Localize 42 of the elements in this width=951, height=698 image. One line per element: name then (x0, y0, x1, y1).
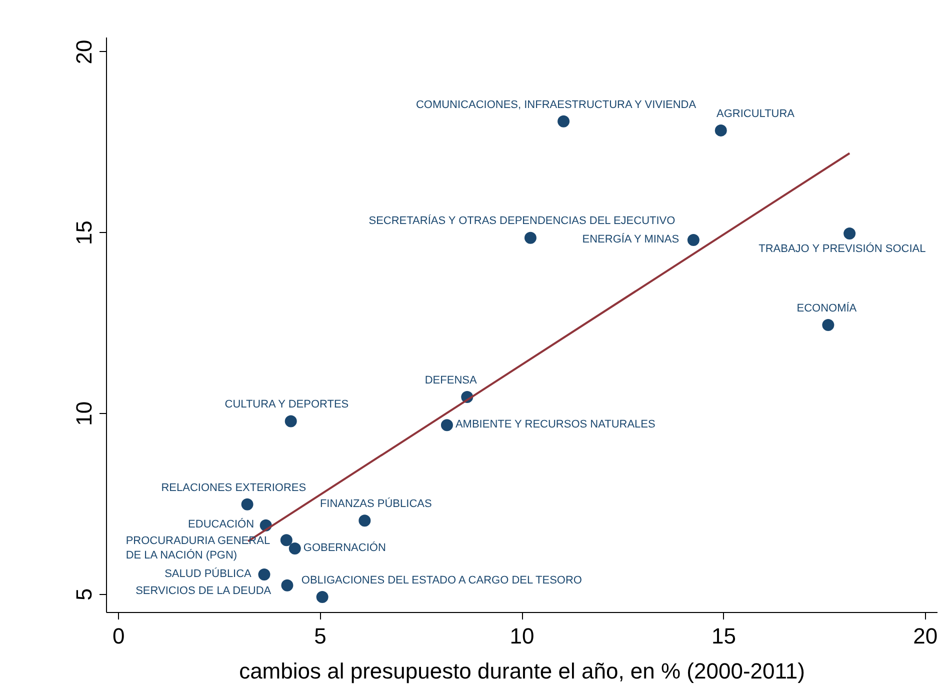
point (284, 415, 297, 428)
point (714, 124, 727, 136)
point (281, 579, 294, 592)
data-label: RELACIONES EXTERIORES (161, 482, 306, 494)
y-tick-label: 20 (72, 40, 96, 64)
x-tick-label: 0 (112, 624, 125, 648)
data-label: SECRETARÍAS Y OTRAS DEPENDENCIAS DEL EJECUTIVO (368, 214, 676, 228)
point (687, 234, 700, 246)
x-tick-label: 5 (314, 624, 326, 648)
y-tick-label: 15 (72, 220, 96, 246)
point (844, 228, 856, 240)
data-label: COMUNICACIONES, INFRAESTRUCTURA Y VIVIENDA (416, 98, 697, 111)
data-label: CULTURA Y DEPORTES (224, 398, 349, 411)
data-label: AMBIENTE Y RECURSOS NATURALES (455, 418, 656, 431)
data-label: DEFENSA (424, 374, 478, 386)
point (288, 542, 301, 554)
data-label: OBLIGACIONES DEL ESTADO A CARGO DEL TESORO (301, 574, 582, 586)
data-label: FINANZAS PÚBLICAS (320, 497, 432, 510)
x-tick-label: 15 (711, 624, 736, 648)
x-axis-title: cambios al presupuesto durante el año, en % (2000-2011) (239, 658, 805, 684)
data-label: AGRICULTURA (716, 108, 796, 120)
x-tick-label: 10 (510, 624, 534, 648)
data-label: SERVICIOS DE LA DEUDA (136, 584, 272, 597)
point (258, 568, 270, 581)
y-tick-label: 10 (72, 401, 96, 426)
point (524, 232, 536, 244)
point (822, 319, 834, 331)
point (558, 115, 570, 128)
data-label: ENERGÍA Y MINAS (582, 232, 680, 246)
data-label: GOBERNACIÓN (303, 540, 386, 554)
point (316, 590, 328, 603)
data-label: TRABAJO Y PREVISIÓN SOCIAL (758, 242, 926, 255)
y-tick-label: 5 (72, 588, 96, 601)
data-label: EDUCACIÓN (188, 518, 254, 531)
point (440, 419, 453, 432)
point (358, 514, 371, 527)
data-label: SALUD PÚBLICA (164, 566, 252, 580)
point (280, 534, 292, 546)
point (241, 498, 254, 510)
data-label: PROCURADURIA GENERAL DE LA NACIÓN (PGN) (126, 534, 270, 562)
data-label: ECONOMÍA (796, 301, 858, 314)
x-tick-label: 20 (913, 624, 938, 648)
